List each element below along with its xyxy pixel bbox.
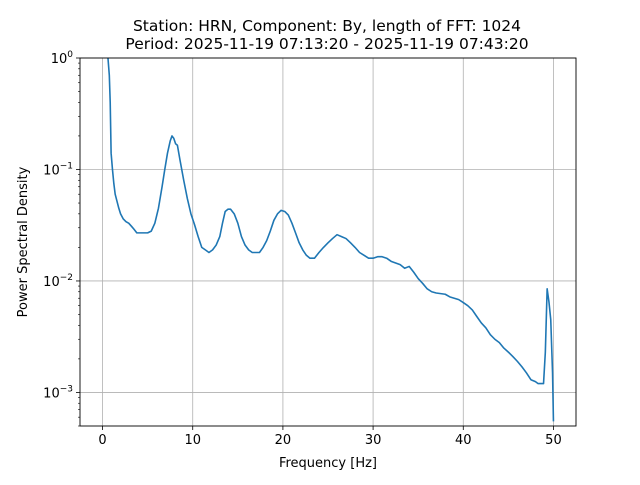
psd-series-line [107, 58, 555, 422]
axes-frame [79, 57, 577, 427]
plot-area [107, 58, 555, 422]
x-axis-label: Frequency [Hz] [279, 456, 377, 471]
x-tick-label: 30 [365, 433, 382, 448]
x-tick-label: 20 [275, 433, 292, 448]
y-axis: 10−3 10−2 10−1 100 [43, 50, 80, 427]
chart-title-line-1: Station: HRN, Component: By, length of F… [133, 17, 521, 35]
chart-title-line-2: Period: 2025-11-19 07:13:20 - 2025-11-19… [125, 35, 528, 53]
x-tick-label: 0 [98, 433, 106, 448]
y-tick-label: 10−3 [43, 384, 73, 401]
x-axis: 0 10 20 30 40 50 [98, 426, 562, 448]
x-tick-label: 10 [184, 433, 201, 448]
y-tick-label: 10−1 [43, 161, 73, 178]
x-tick-label: 40 [455, 433, 472, 448]
x-tick-label: 50 [545, 433, 562, 448]
y-axis-label: Power Spectral Density [16, 166, 31, 317]
y-tick-label: 10−2 [43, 273, 73, 290]
y-tick-label: 100 [51, 50, 74, 67]
